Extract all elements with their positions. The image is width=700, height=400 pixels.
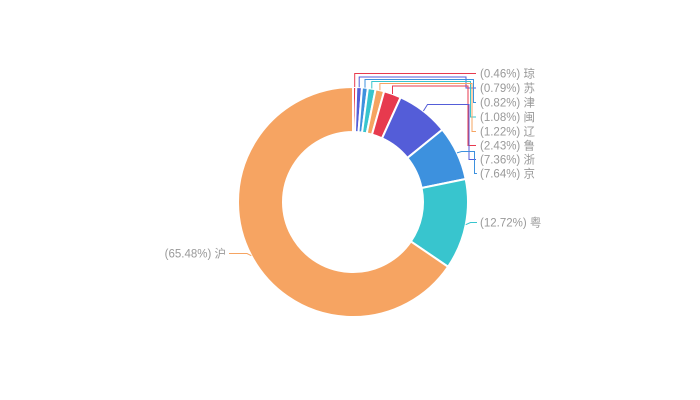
label-leader-line-0 [354, 73, 476, 87]
slice-label-6: (7.36%) 浙 [480, 154, 535, 167]
label-leader-line-2 [364, 79, 476, 103]
label-leader-line-8 [465, 222, 477, 226]
slice-label-8: (12.72%) 粤 [480, 216, 541, 230]
label-leader-line-1 [358, 76, 476, 89]
slice-label-4: (1.22%) 辽 [480, 126, 535, 139]
label-leader-line-5 [392, 85, 476, 146]
label-leader-line-6 [422, 104, 476, 160]
label-leader-line-4 [379, 83, 476, 132]
label-leader-line-9 [229, 253, 252, 257]
slice-label-7: (7.64%) 京 [480, 167, 535, 181]
slice-label-0: (0.46%) 琼 [480, 67, 535, 81]
slice-label-2: (0.82%) 津 [480, 97, 535, 110]
label-leader-line-7 [456, 151, 477, 174]
slice-label-9: (65.48%) 沪 [165, 247, 226, 261]
slice-label-3: (1.08%) 闽 [480, 111, 535, 124]
slice-label-1: (0.79%) 苏 [480, 82, 535, 95]
pie-slice-9[interactable] [237, 86, 450, 318]
slice-label-5: (2.43%) 鲁 [480, 139, 535, 153]
